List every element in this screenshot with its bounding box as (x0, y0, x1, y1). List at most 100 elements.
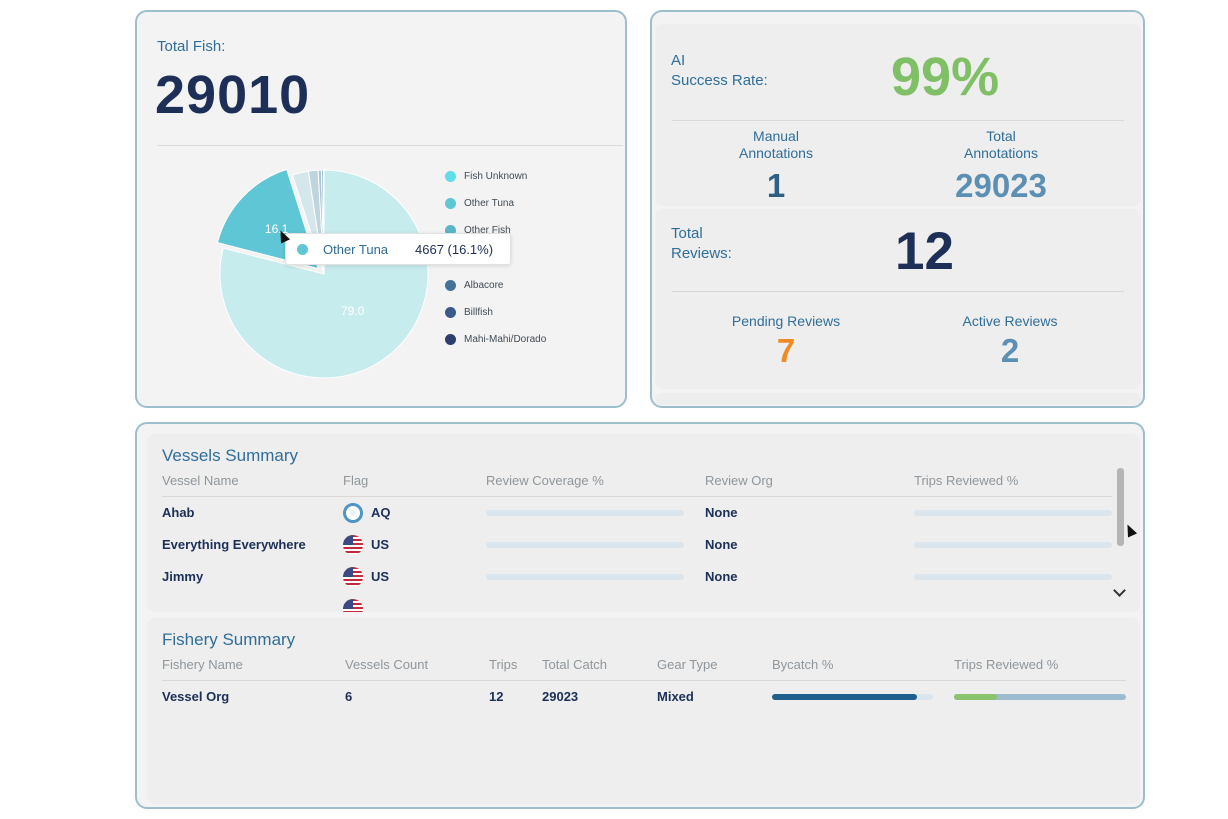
tooltip-color-dot (297, 243, 308, 255)
pending-reviews-label: Pending Reviews (731, 313, 841, 329)
ai-success-panel: AI Success Rate: 99% Manual Annotations … (655, 24, 1141, 206)
legend-color-dot (445, 197, 456, 209)
total-fish-card: Total Fish: 29010 79.0 16.1 Fish Unknown O… (135, 10, 627, 408)
legend-color-dot (445, 279, 456, 291)
manual-annotations-label: Manual Annotations (739, 128, 813, 161)
legend-item[interactable]: Billfish (445, 305, 493, 321)
flag-us-icon (343, 567, 363, 587)
col-header-trips-reviewed[interactable]: Trips Reviewed % (914, 473, 1019, 488)
review-coverage-bar (486, 574, 684, 580)
gear-type: Mixed (657, 689, 694, 704)
divider (672, 291, 1124, 292)
vessels-summary-panel[interactable]: Vessels Summary Vessel Name Flag Review … (147, 434, 1140, 612)
legend-label: Billfish (464, 307, 493, 318)
col-header-gear-type[interactable]: Gear Type (657, 657, 718, 672)
active-reviews-stat: Active Reviews 2 (925, 313, 1095, 370)
header-divider (162, 680, 1126, 681)
col-header-review-coverage[interactable]: Review Coverage % (486, 473, 604, 488)
legend-label: Other Tuna (464, 197, 515, 209)
review-org: None (705, 569, 738, 584)
legend-label: Mahi-Mahi/Dorado (464, 334, 547, 346)
total-catch: 29023 (542, 689, 579, 704)
col-header-total-catch[interactable]: Total Catch (542, 657, 608, 672)
trips-reviewed-bar-fill (954, 694, 997, 700)
col-header-fishery-name[interactable]: Fishery Name (162, 657, 243, 672)
summary-card: Vessels Summary Vessel Name Flag Review … (135, 422, 1145, 809)
total-reviews-value: 12 (895, 222, 954, 281)
bycatch-bar-fill (772, 694, 917, 700)
vessels-summary-title: Vessels Summary (162, 446, 299, 465)
legend-color-dot (445, 307, 456, 318)
manual-annotations-value: 1 (766, 167, 786, 204)
fishery-name[interactable]: Vessel Org (162, 689, 230, 704)
ai-success-label: AI Success Rate: (671, 52, 768, 89)
pending-reviews-stat: Pending Reviews 7 (701, 313, 871, 370)
fishery-summary-panel: Fishery Summary Fishery Name Vessels Cou… (147, 618, 1140, 804)
legend-item[interactable]: Albacore (445, 277, 503, 293)
review-org: None (705, 537, 738, 552)
vessel-name[interactable]: Everything Everywhere (162, 537, 306, 552)
legend-color-dot (445, 334, 456, 346)
fishery-trips-reviewed-bar (954, 694, 1126, 700)
trips-reviewed-bar (914, 510, 1112, 516)
vessels-count: 6 (345, 689, 353, 704)
tooltip-name: Other Tuna (323, 241, 389, 257)
legend-item[interactable]: Other Fish (445, 223, 511, 239)
manual-annotations-stat: Manual Annotations 1 (691, 128, 861, 205)
vessel-name[interactable]: Jimmy (162, 569, 204, 584)
review-coverage-bar (486, 542, 684, 548)
trips-reviewed-bar (914, 542, 1112, 548)
fishery-summary-title: Fishery Summary (162, 630, 296, 649)
legend-item[interactable]: Fish Unknown (445, 168, 527, 184)
species-pie-chart[interactable]: 79.0 16.1 (137, 12, 627, 408)
vessel-flag: AQ (371, 505, 391, 520)
total-fish-label: Total Fish: (157, 38, 226, 55)
total-fish-value: 29010 (155, 65, 311, 125)
legend-item[interactable]: Mahi-Mahi/Dorado (445, 332, 546, 348)
pie-tooltip: Other Tuna 4667 (16.1%) (285, 233, 511, 265)
legend-item[interactable]: Other Tuna (445, 195, 514, 211)
tooltip-value: 4667 (16.1%) (415, 241, 494, 257)
total-annotations-value: 29023 (955, 167, 1047, 204)
col-header-review-org[interactable]: Review Org (705, 473, 773, 488)
legend-label: Other Fish (464, 225, 511, 237)
header-divider (162, 496, 1112, 497)
bycatch-bar (772, 694, 933, 700)
trips-reviewed-bar (914, 574, 1112, 580)
pie-slice-fish-unknown[interactable] (219, 169, 429, 379)
col-header-vessels-count[interactable]: Vessels Count (345, 657, 429, 672)
col-header-flag[interactable]: Flag (343, 473, 369, 488)
ai-success-rate: 99% (891, 47, 1000, 107)
total-annotations-stat: Total Annotations 29023 (916, 128, 1086, 205)
active-reviews-value: 2 (1000, 332, 1020, 369)
legend-label: Albacore (464, 279, 504, 291)
chevron-down-icon[interactable] (1113, 584, 1126, 597)
active-reviews-label: Active Reviews (962, 313, 1058, 329)
col-header-bycatch[interactable]: Bycatch % (772, 657, 834, 672)
panel-edge (655, 393, 1141, 405)
legend-color-dot (445, 225, 456, 237)
col-header-trips-reviewed[interactable]: Trips Reviewed % (954, 657, 1059, 672)
col-header-vessel-name[interactable]: Vessel Name (162, 473, 239, 488)
col-header-trips[interactable]: Trips (489, 657, 518, 672)
divider (672, 120, 1124, 121)
vessel-name[interactable]: Ahab (162, 505, 195, 520)
vessel-flag: US (371, 569, 390, 584)
review-coverage-bar (486, 510, 684, 516)
legend-color-dot (445, 170, 456, 182)
pending-reviews-value: 7 (776, 332, 796, 369)
pie-data-label: 16.1 (265, 222, 289, 236)
flag-us-icon (343, 535, 363, 555)
pie-data-label: 79.0 (341, 304, 365, 318)
flag-aq-icon (343, 503, 363, 523)
flag-us-icon (343, 599, 363, 612)
ai-stats-card: AI Success Rate: 99% Manual Annotations … (650, 10, 1145, 408)
divider (157, 145, 623, 146)
total-annotations-label: Total Annotations (964, 128, 1038, 161)
total-reviews-label: Total Reviews: (671, 225, 732, 262)
review-org: None (705, 505, 738, 520)
vessel-flag: US (371, 537, 390, 552)
legend-label: Fish Unknown (464, 170, 528, 182)
reviews-panel: Total Reviews: 12 Pending Reviews 7 Acti… (655, 209, 1141, 389)
vessels-scrollbar[interactable] (1117, 468, 1124, 546)
